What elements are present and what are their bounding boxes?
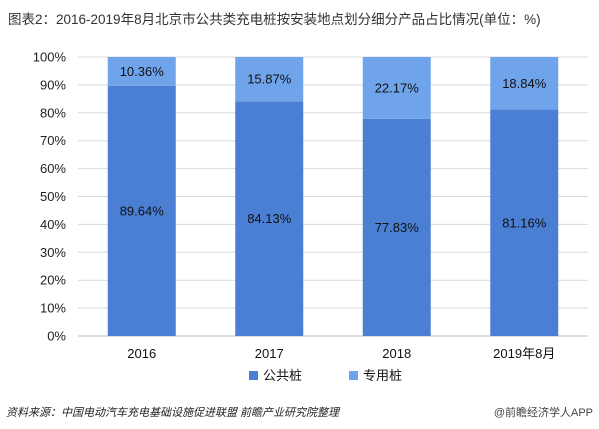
y-tick-label: 100% bbox=[33, 50, 67, 65]
bar-segment bbox=[107, 57, 176, 86]
data-label: 89.64% bbox=[120, 203, 165, 218]
y-tick-label: 60% bbox=[40, 161, 66, 176]
y-tick-label: 40% bbox=[40, 217, 66, 232]
y-tick-label: 70% bbox=[40, 133, 66, 148]
y-tick-label: 90% bbox=[40, 77, 66, 92]
legend-label: 公共桩 bbox=[263, 368, 302, 383]
legend-swatch bbox=[349, 371, 358, 380]
data-label: 15.87% bbox=[247, 72, 292, 87]
data-label: 22.17% bbox=[375, 80, 420, 95]
legend-swatch bbox=[249, 371, 258, 380]
legend-label: 专用桩 bbox=[363, 368, 402, 383]
x-category-label: 2018 bbox=[382, 346, 411, 361]
data-label: 18.84% bbox=[502, 76, 547, 91]
bar-segment bbox=[490, 57, 559, 110]
y-tick-label: 0% bbox=[47, 329, 66, 344]
y-tick-label: 30% bbox=[40, 245, 66, 260]
y-tick-label: 80% bbox=[40, 105, 66, 120]
y-tick-label: 20% bbox=[40, 273, 66, 288]
x-category-label: 2016 bbox=[127, 346, 156, 361]
bar-segment bbox=[235, 57, 304, 102]
bar-segment bbox=[362, 118, 431, 336]
bar-segment bbox=[235, 101, 304, 336]
data-label: 77.83% bbox=[375, 220, 420, 235]
data-label: 84.13% bbox=[247, 211, 292, 226]
brand-label: @前瞻经济学人APP bbox=[493, 407, 593, 419]
y-tick-label: 10% bbox=[40, 301, 66, 316]
data-label: 81.16% bbox=[502, 215, 547, 230]
bar-segment bbox=[362, 57, 431, 119]
chart-title: 图表2：2016-2019年8月北京市公共类充电桩按安装地点划分细分产品占比情况… bbox=[8, 12, 541, 27]
y-tick-label: 50% bbox=[40, 189, 66, 204]
x-category-label: 2019年8月 bbox=[493, 346, 555, 361]
bar-segment bbox=[490, 109, 559, 336]
source-note: 资料来源：中国电动汽车充电基础设施促进联盟 前瞻产业研究院整理 bbox=[6, 407, 340, 419]
data-label: 10.36% bbox=[120, 64, 165, 79]
bar-segment bbox=[107, 85, 176, 336]
x-category-label: 2017 bbox=[255, 346, 284, 361]
